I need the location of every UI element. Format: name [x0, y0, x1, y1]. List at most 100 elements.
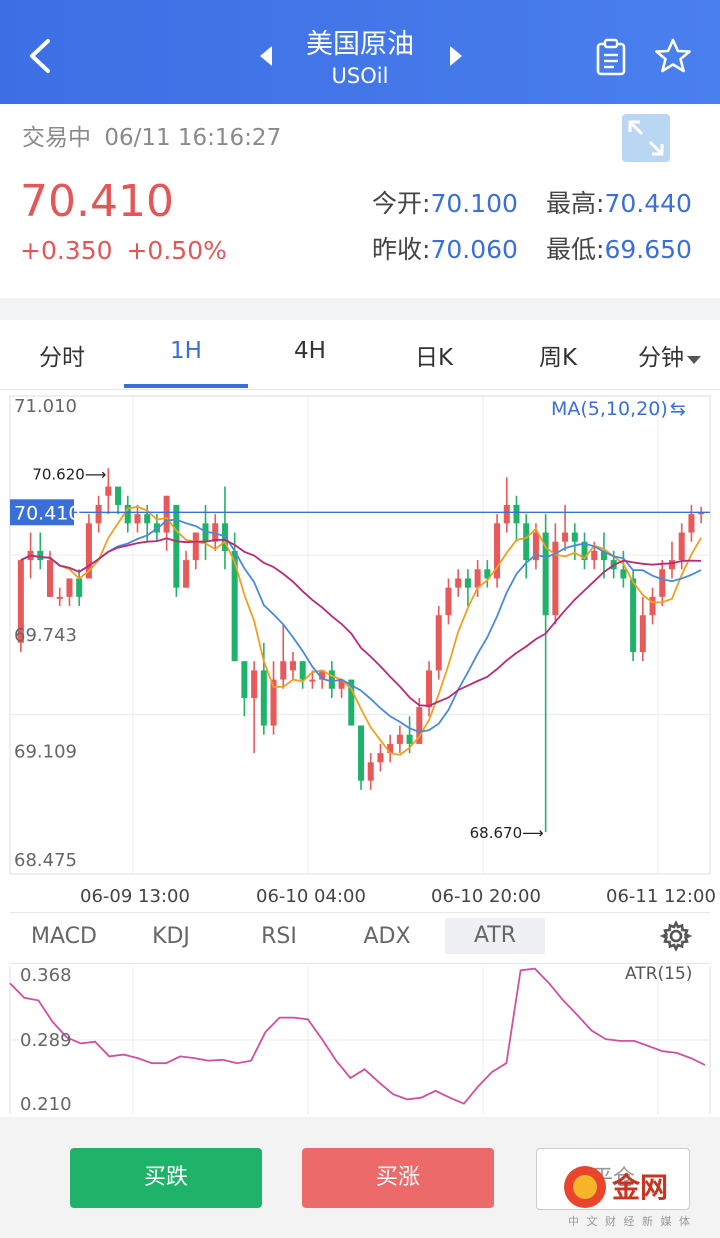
- candle: [435, 606, 442, 680]
- candle: [289, 652, 296, 680]
- candle: [124, 495, 131, 533]
- candle: [367, 753, 374, 790]
- current-price-label: 70.410: [14, 502, 80, 524]
- candle: [552, 523, 559, 625]
- candle: [571, 523, 578, 561]
- candle: [484, 560, 491, 588]
- tab-atr[interactable]: ATR: [445, 918, 545, 954]
- ma-indicator-label[interactable]: MA(5,10,20) ⇆: [551, 398, 686, 420]
- ma-lines: [20, 505, 702, 756]
- ma5-line: [20, 505, 702, 756]
- tab-1h[interactable]: 1H: [170, 338, 202, 364]
- chart-grid: [9, 395, 711, 875]
- candle: [445, 578, 452, 625]
- change-value: +0.350: [20, 236, 113, 265]
- tab-weekly[interactable]: 周K: [538, 345, 578, 371]
- candle: [299, 661, 306, 689]
- candle: [513, 495, 520, 542]
- y-tick-label: 68.475: [14, 850, 77, 871]
- tab-minute[interactable]: 分钟: [620, 338, 720, 372]
- candle: [688, 504, 695, 542]
- candle: [134, 504, 141, 533]
- candle: [105, 468, 112, 515]
- star-icon[interactable]: [654, 38, 692, 74]
- candle: [202, 504, 209, 561]
- open-label: 今开:: [372, 189, 431, 218]
- candle: [56, 587, 63, 607]
- y-tick-label: 69.743: [14, 625, 77, 646]
- open-stat: 今开:70.100: [372, 184, 518, 220]
- watermark-logo-text: 金网: [612, 1171, 669, 1204]
- high-value: 70.440: [604, 189, 692, 218]
- candle: [698, 506, 705, 524]
- quote-datetime: 06/11 16:16:27: [104, 125, 282, 151]
- candle: [309, 670, 316, 689]
- candle: [357, 725, 365, 790]
- candle: [464, 569, 471, 607]
- annotations: 70.410 70.620⟶ 68.670⟶: [10, 466, 710, 842]
- prev-close-stat: 昨收:70.060: [372, 230, 518, 266]
- min-price-annotation: 68.670⟶: [470, 824, 544, 842]
- x-tick-label: 06-11 12:00: [606, 886, 716, 907]
- low-stat: 最低:69.650: [546, 230, 692, 266]
- candle: [474, 560, 481, 597]
- triangle-left-icon[interactable]: [258, 44, 274, 68]
- chart-frame: [9, 395, 711, 875]
- atr-grid: [9, 966, 711, 1114]
- expand-icon[interactable]: [622, 114, 670, 162]
- candle: [270, 661, 277, 735]
- atr-chart[interactable]: 0.368 0.289 0.210: [0, 962, 720, 1117]
- y-tick-label: 71.010: [14, 396, 77, 417]
- candle: [396, 725, 403, 754]
- candle: [523, 514, 530, 579]
- close-position-button[interactable]: 平仓: [536, 1148, 690, 1210]
- candle: [192, 532, 199, 570]
- candle: [37, 532, 44, 570]
- candle: [241, 661, 248, 717]
- triangle-right-icon[interactable]: [448, 44, 464, 68]
- tab-kdj[interactable]: KDJ: [152, 924, 190, 949]
- atr-line: [9, 967, 706, 1105]
- ma20-line: [20, 537, 702, 707]
- candle: [377, 743, 384, 772]
- clipboard-icon[interactable]: [594, 38, 628, 76]
- instrument-title: 美国原油: [306, 29, 414, 60]
- tab-4h[interactable]: 4H: [294, 338, 326, 364]
- candle: [455, 569, 462, 597]
- candle: [600, 532, 607, 579]
- tab-rsi[interactable]: RSI: [261, 924, 297, 949]
- buy-button[interactable]: 买涨: [302, 1148, 494, 1208]
- candle: [620, 550, 627, 588]
- tab-adx[interactable]: ADX: [363, 924, 411, 949]
- tab-minute-label: 分钟: [638, 345, 684, 371]
- instrument-symbol: USOil: [331, 64, 389, 88]
- candle: [503, 477, 510, 533]
- low-value: 69.650: [604, 235, 692, 264]
- candles: [17, 468, 705, 833]
- candle: [221, 486, 228, 570]
- candle: [581, 532, 588, 570]
- x-tick-label: 06-10 04:00: [256, 886, 366, 907]
- atr-y-axis-labels: 0.368 0.289 0.210: [20, 965, 72, 1115]
- candle: [639, 596, 646, 662]
- candle: [328, 661, 335, 698]
- back-arrow-icon[interactable]: [26, 38, 54, 74]
- candle: [649, 587, 656, 625]
- tab-macd[interactable]: MACD: [31, 924, 97, 949]
- candle: [66, 578, 73, 607]
- candlestick-chart[interactable]: 71.010 69.743 69.109 68.475 70.410 70.620⟶ 68…: [0, 390, 720, 880]
- gear-icon[interactable]: [660, 920, 692, 952]
- candle: [387, 734, 394, 763]
- tab-timeshare[interactable]: 分时: [39, 345, 85, 371]
- candle: [115, 486, 122, 515]
- candle: [85, 514, 92, 579]
- atr-series-line: [9, 967, 706, 1105]
- sell-button[interactable]: 买跌: [70, 1148, 262, 1208]
- current-price-box: [10, 499, 74, 526]
- candle: [17, 560, 24, 653]
- candle: [231, 532, 238, 662]
- watermark-subtext: 中 文 财 经 新 媒 体: [568, 1215, 692, 1228]
- tab-separator: [0, 389, 720, 390]
- candle: [280, 624, 287, 689]
- tab-daily[interactable]: 日K: [414, 345, 454, 371]
